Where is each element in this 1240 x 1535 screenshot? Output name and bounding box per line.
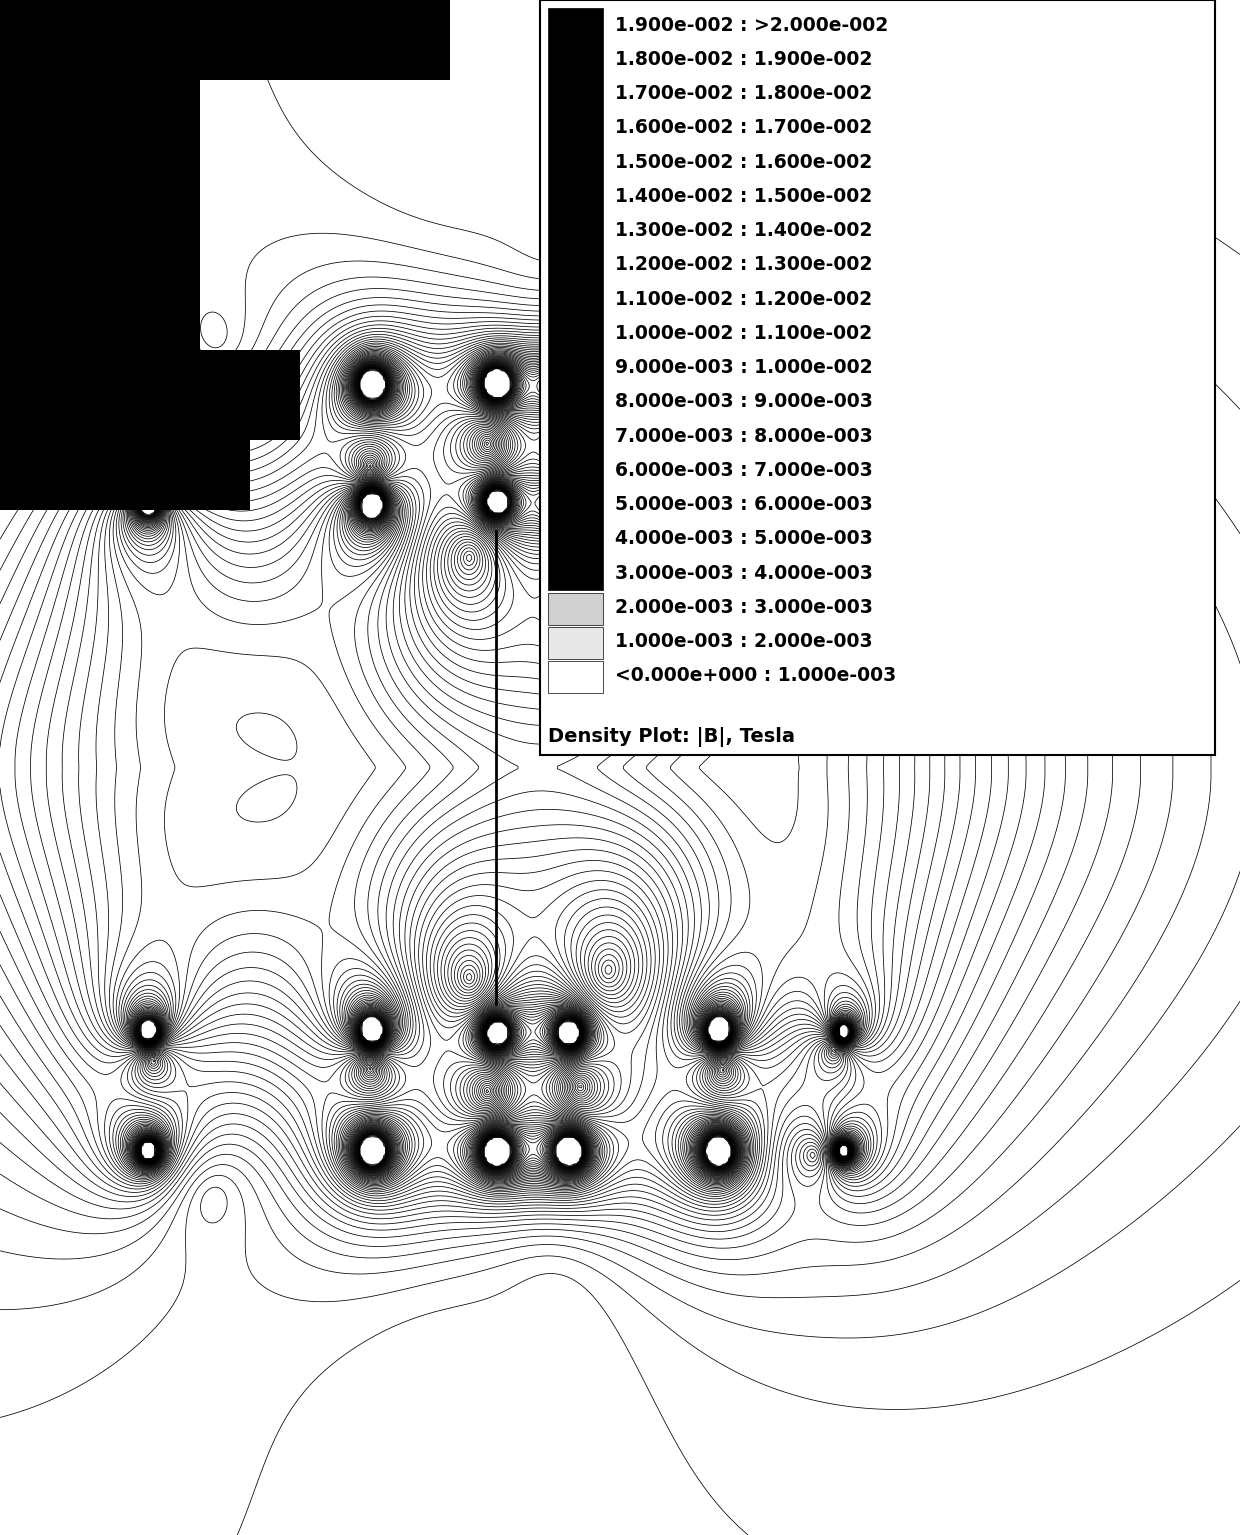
Text: 9.000e-003 : 1.000e-002: 9.000e-003 : 1.000e-002 — [615, 358, 873, 378]
Text: 5.000e-003 : 6.000e-003: 5.000e-003 : 6.000e-003 — [615, 496, 873, 514]
Text: 8.000e-003 : 9.000e-003: 8.000e-003 : 9.000e-003 — [615, 393, 873, 411]
Text: 2.000e-003 : 3.000e-003: 2.000e-003 : 3.000e-003 — [615, 597, 873, 617]
Text: 1.500e-002 : 1.600e-002: 1.500e-002 : 1.600e-002 — [615, 152, 872, 172]
Text: 6.000e-003 : 7.000e-003: 6.000e-003 : 7.000e-003 — [615, 460, 873, 480]
Bar — [548, 593, 603, 625]
Text: 3.000e-003 : 4.000e-003: 3.000e-003 : 4.000e-003 — [615, 563, 873, 583]
Text: 4.000e-003 : 5.000e-003: 4.000e-003 : 5.000e-003 — [615, 530, 873, 548]
Text: 1.000e-003 : 2.000e-003: 1.000e-003 : 2.000e-003 — [615, 632, 873, 651]
Text: 7.000e-003 : 8.000e-003: 7.000e-003 : 8.000e-003 — [615, 427, 873, 445]
Bar — [539, 0, 1215, 755]
Text: <0.000e+000 : 1.000e-003: <0.000e+000 : 1.000e-003 — [615, 666, 897, 685]
Bar — [548, 628, 603, 659]
Text: 1.300e-002 : 1.400e-002: 1.300e-002 : 1.400e-002 — [615, 221, 873, 239]
Bar — [0, 0, 450, 80]
Bar — [548, 662, 603, 692]
Text: 1.600e-002 : 1.700e-002: 1.600e-002 : 1.700e-002 — [615, 118, 872, 137]
Text: Density Plot: |B|, Tesla: Density Plot: |B|, Tesla — [548, 728, 795, 748]
Bar — [0, 75, 200, 441]
Text: 1.200e-002 : 1.300e-002: 1.200e-002 : 1.300e-002 — [615, 255, 873, 275]
Bar — [0, 350, 300, 441]
Text: 1.100e-002 : 1.200e-002: 1.100e-002 : 1.200e-002 — [615, 290, 872, 309]
Bar — [548, 8, 603, 591]
Text: 1.400e-002 : 1.500e-002: 1.400e-002 : 1.500e-002 — [615, 187, 872, 206]
Text: 1.900e-002 : >2.000e-002: 1.900e-002 : >2.000e-002 — [615, 15, 888, 35]
Text: 1.700e-002 : 1.800e-002: 1.700e-002 : 1.800e-002 — [615, 84, 872, 103]
Bar — [0, 441, 250, 510]
Text: 1.000e-002 : 1.100e-002: 1.000e-002 : 1.100e-002 — [615, 324, 872, 342]
Text: 1.800e-002 : 1.900e-002: 1.800e-002 : 1.900e-002 — [615, 49, 873, 69]
